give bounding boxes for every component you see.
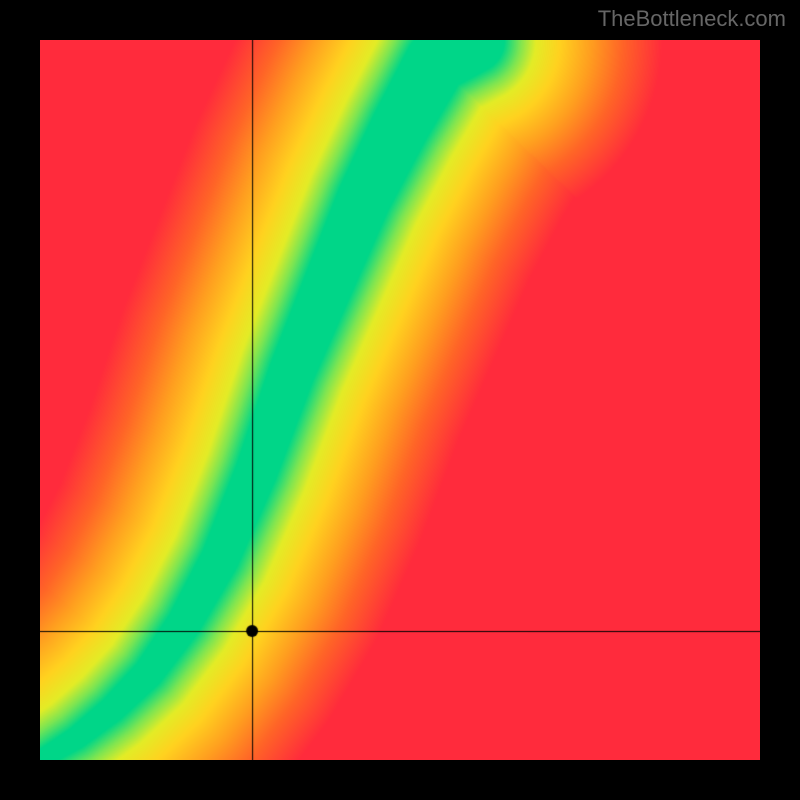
- heatmap-canvas: [40, 40, 760, 760]
- heatmap-plot: [40, 40, 760, 760]
- chart-container: TheBottleneck.com: [0, 0, 800, 800]
- watermark-text: TheBottleneck.com: [598, 6, 786, 32]
